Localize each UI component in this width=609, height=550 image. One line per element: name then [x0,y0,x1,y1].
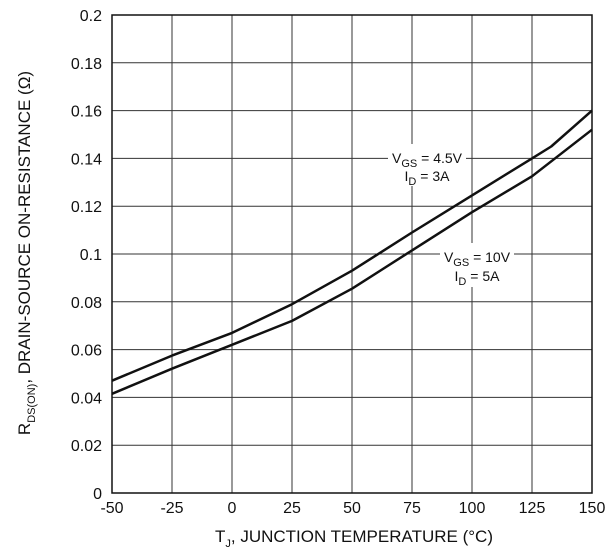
y-tick-label: 0 [93,486,102,503]
annotation-text: VGS = 4.5V [392,150,463,170]
x-tick-labels: -50 -25 0 25 50 75 100 125 150 [100,500,605,517]
y-tick-label: 0.04 [71,390,102,407]
y-tick-label: 0.08 [71,295,102,312]
y-tick-label: 0.1 [80,247,102,264]
x-tick-label: -50 [100,500,123,517]
y-tick-label: 0.12 [71,199,102,216]
annotation-text: VGS = 10V [444,249,511,269]
x-tick-label: 150 [579,500,606,517]
y-tick-label: 0.02 [71,438,102,455]
annotation-bg [388,144,466,186]
x-tick-label: 100 [459,500,486,517]
x-axis-title: TJ, JUNCTION TEMPERATURE (°C) [215,527,493,550]
annotation-bg [440,243,514,287]
x-tick-label: 0 [228,500,237,517]
y-tick-label: 0.06 [71,343,102,360]
y-tick-labels: 0 0.02 0.04 0.06 0.08 0.1 0.12 0.14 0.16 0.18 0.2 [71,8,102,503]
x-tick-label: 125 [519,500,546,517]
series-line-vgs-10v [111,128,593,395]
y-tick-label: 0.16 [71,104,102,121]
y-axis-title: RDS(ON), DRAIN-SOURCE ON-RESISTANCE (Ω) [15,71,38,435]
series-group [111,109,593,395]
series-line-vgs-4-5v [111,109,593,382]
annotation-text: ID = 5A [455,268,501,288]
plot-frame [111,14,593,494]
grid [111,14,593,494]
y-tick-label: 0.14 [71,151,102,168]
annotation-text: ID = 3A [405,168,451,188]
x-tick-label: 25 [283,500,301,517]
x-tick-label: 50 [343,500,361,517]
y-tick-label: 0.2 [80,8,102,25]
y-tick-label: 0.18 [71,56,102,73]
x-tick-label: -25 [160,500,183,517]
x-tick-label: 75 [403,500,421,517]
